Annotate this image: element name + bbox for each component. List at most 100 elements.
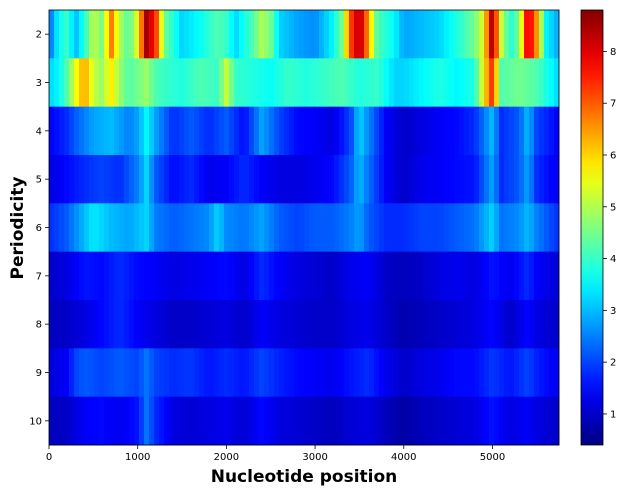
heatmap-cell	[84, 300, 90, 349]
heatmap-cell	[94, 251, 100, 301]
heatmap-cell	[464, 10, 470, 59]
heatmap-cell	[384, 203, 390, 253]
heatmap-cell	[299, 396, 305, 446]
heatmap-cell	[479, 155, 485, 204]
heatmap-cell	[529, 396, 535, 446]
heatmap-cell	[404, 348, 410, 398]
heatmap-cell	[464, 58, 470, 108]
heatmap-cell	[334, 10, 340, 59]
heatmap-cell	[474, 155, 480, 204]
heatmap-cell	[539, 10, 545, 59]
heatmap-cell	[379, 155, 385, 204]
heatmap-cell	[249, 300, 255, 349]
heatmap-cell	[369, 348, 375, 398]
heatmap-cell	[419, 300, 425, 349]
heatmap-cell	[154, 10, 160, 59]
heatmap-cell	[234, 300, 240, 349]
heatmap-cell	[554, 300, 560, 349]
heatmap-cell	[549, 106, 555, 156]
heatmap-cell	[464, 348, 470, 398]
heatmap-cell	[144, 155, 150, 204]
heatmap-cell	[349, 58, 355, 108]
heatmap-cell	[379, 300, 385, 349]
heatmap-cell	[89, 106, 95, 156]
heatmap-cell	[494, 348, 500, 398]
heatmap-cell	[439, 300, 445, 349]
heatmap-cell	[89, 251, 95, 301]
heatmap-cell	[294, 396, 300, 446]
heatmap-cell	[519, 58, 525, 108]
heatmap-cell	[244, 155, 250, 204]
heatmap-cell	[194, 396, 200, 446]
heatmap-cell	[424, 58, 430, 108]
heatmap-cell	[429, 348, 435, 398]
heatmap-cell	[424, 203, 430, 253]
heatmap-cell	[459, 300, 465, 349]
heatmap-cell	[374, 396, 380, 446]
heatmap-cell	[454, 348, 460, 398]
heatmap-cell	[254, 251, 260, 301]
heatmap-cell	[174, 155, 180, 204]
heatmap-cell	[234, 348, 240, 398]
heatmap-cell	[414, 58, 420, 108]
heatmap-cell	[304, 106, 310, 156]
heatmap-cell	[119, 396, 125, 446]
heatmap-cell	[549, 10, 555, 59]
heatmap-cell	[124, 396, 130, 446]
heatmap-cell	[339, 58, 345, 108]
heatmap-cell	[539, 203, 545, 253]
heatmap-cell	[124, 300, 130, 349]
heatmap-cell	[414, 155, 420, 204]
heatmap-cell	[489, 10, 495, 59]
heatmap-cell	[399, 396, 405, 446]
heatmap-cell	[269, 106, 275, 156]
heatmap-cell	[324, 348, 330, 398]
heatmap-cell	[399, 348, 405, 398]
heatmap-cell	[179, 203, 185, 253]
heatmap-cell	[229, 10, 235, 59]
heatmap-cell	[524, 348, 530, 398]
heatmap-cell	[234, 58, 240, 108]
heatmap-cell	[239, 58, 245, 108]
heatmap-cell	[424, 155, 430, 204]
heatmap-cell	[119, 58, 125, 108]
heatmap-cell	[69, 396, 75, 446]
x-tick-label: 2000	[214, 452, 239, 463]
heatmap-cell	[199, 106, 205, 156]
heatmap-cell	[509, 348, 515, 398]
heatmap-cell	[239, 396, 245, 446]
heatmap-cell	[119, 300, 125, 349]
heatmap-cell	[289, 348, 295, 398]
heatmap-cell	[374, 58, 380, 108]
heatmap-cell	[434, 10, 440, 59]
colorbar-tick-label: 4	[610, 254, 616, 265]
heatmap-cell	[474, 58, 480, 108]
heatmap-cell	[74, 10, 80, 59]
heatmap-cell	[394, 300, 400, 349]
heatmap-cell	[89, 300, 95, 349]
heatmap-cell	[124, 58, 130, 108]
heatmap-cell	[484, 10, 490, 59]
heatmap-cell	[64, 106, 70, 156]
heatmap-cell	[454, 300, 460, 349]
heatmap-cell	[129, 106, 135, 156]
heatmap-cell	[504, 106, 510, 156]
heatmap-cell	[394, 10, 400, 59]
heatmap-cell	[129, 348, 135, 398]
heatmap-cell	[79, 348, 85, 398]
heatmap-cell	[359, 300, 365, 349]
heatmap-cell	[324, 58, 330, 108]
heatmap-cell	[94, 106, 100, 156]
heatmap-cell	[284, 203, 290, 253]
heatmap-cell	[439, 251, 445, 301]
heatmap-cell	[59, 396, 65, 446]
heatmap-cell	[69, 58, 75, 108]
heatmap-cell	[539, 251, 545, 301]
colorbar	[580, 9, 604, 446]
heatmap-cell	[539, 300, 545, 349]
heatmap-cell	[394, 348, 400, 398]
heatmap-cell	[164, 300, 170, 349]
heatmap-cell	[54, 300, 60, 349]
heatmap-cell	[259, 203, 265, 253]
heatmap-cell	[69, 203, 75, 253]
